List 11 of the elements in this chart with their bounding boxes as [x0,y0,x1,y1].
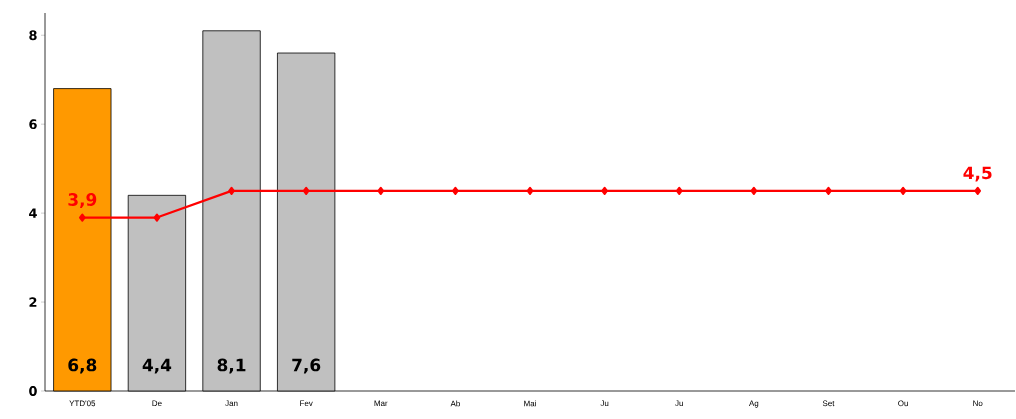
data-label: 7,6 [292,358,321,374]
y-tick-label: 6 [29,119,37,130]
data-label: 4,5 [963,166,992,182]
data-label: 4,4 [142,358,172,374]
y-tick-label: 8 [29,30,37,41]
y-tick-label: 0 [29,386,37,396]
data-label: 3,9 [68,193,97,209]
data-label: 6,8 [68,358,97,374]
data-label: 8,1 [217,358,246,374]
y-tick-label: 4 [29,208,37,218]
y-tick-label: 2 [29,297,37,307]
